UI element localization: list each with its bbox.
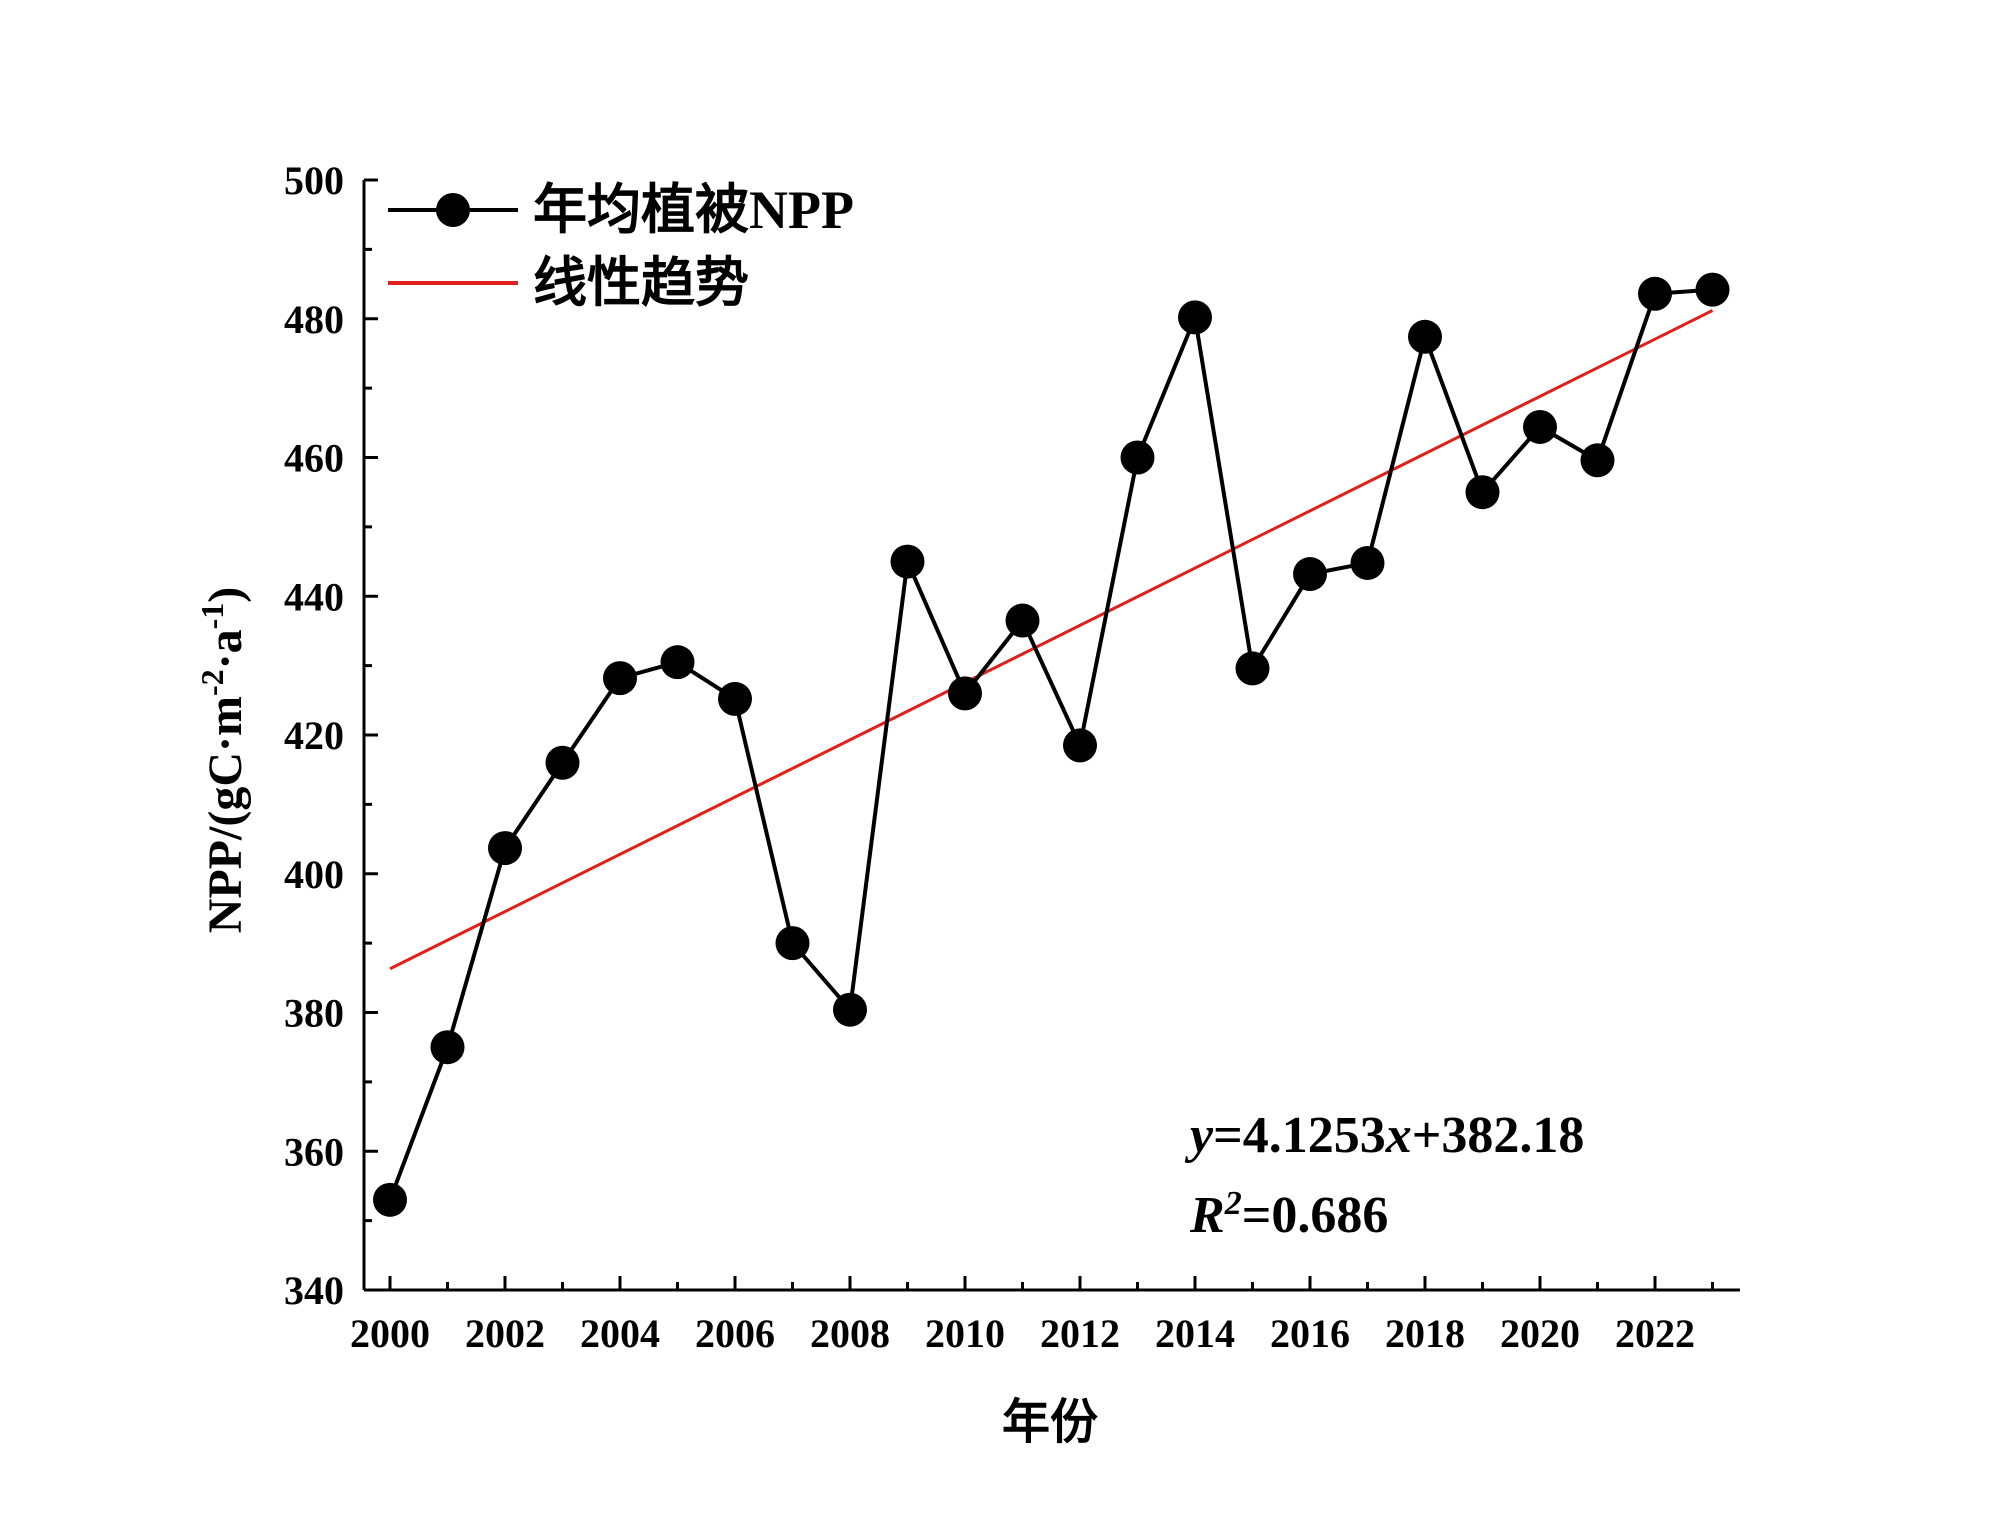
legend-trend-label: 线性趋势 [533, 253, 749, 313]
npp-point-2023 [1695, 272, 1730, 307]
x-tick-label: 2008 [810, 1311, 890, 1356]
y-tick-label: 480 [284, 297, 344, 342]
y-tick-label: 340 [284, 1268, 344, 1313]
regression-equation: y=4.1253x+382.18 [1184, 1107, 1584, 1164]
npp-point-2016 [1293, 557, 1327, 592]
npp-point-2009 [890, 544, 925, 579]
npp-point-2021 [1580, 443, 1615, 478]
x-tick-label: 2016 [1270, 1311, 1350, 1356]
x-tick-label: 2006 [695, 1311, 775, 1356]
x-axis-ticks: 2000 2002 2004 2006 2008 2010 2012 2014 2016 2018… [350, 1276, 1714, 1356]
npp-point-2014 [1178, 300, 1212, 335]
npp-point-2015 [1235, 651, 1270, 686]
npp-point-2000 [373, 1182, 407, 1217]
x-tick-label: 2022 [1615, 1311, 1695, 1356]
npp-point-2005 [660, 645, 695, 680]
npp-point-2019 [1465, 475, 1500, 510]
npp-point-2022 [1638, 276, 1672, 311]
npp-point-2008 [833, 992, 867, 1027]
y-tick-label: 380 [284, 991, 344, 1036]
y-tick-label: 360 [284, 1129, 344, 1174]
x-tick-label: 2018 [1385, 1311, 1465, 1356]
y-axis-title: NPP/(gC·m-2·a-1) [194, 587, 252, 934]
trend-line [389, 309, 1714, 971]
npp-point-2010 [948, 676, 982, 711]
npp-point-2006 [718, 681, 752, 716]
npp-point-2002 [488, 831, 522, 866]
y-tick-label: 420 [284, 713, 344, 758]
y-tick-label: 400 [284, 852, 344, 897]
npp-series-line [388, 287, 1713, 1201]
y-tick-label: 440 [284, 574, 344, 619]
npp-point-2013 [1120, 440, 1155, 475]
npp-point-2020 [1523, 409, 1557, 444]
x-tick-label: 2000 [350, 1311, 430, 1356]
npp-point-2007 [775, 926, 810, 961]
npp-points [373, 272, 1730, 1217]
x-tick-label: 2004 [580, 1311, 660, 1356]
y-axis-ticks: 340 360 380 400 420 440 460 480 500 [284, 158, 378, 1313]
x-tick-label: 2010 [925, 1311, 1005, 1356]
npp-point-2018 [1408, 319, 1442, 354]
legend: 年均植被NPP 线性趋势 [388, 180, 854, 313]
x-tick-label: 2020 [1500, 1311, 1580, 1356]
r-squared: R2=0.686 [1189, 1185, 1388, 1245]
legend-npp-swatch-marker [436, 193, 470, 227]
npp-point-2011 [1005, 603, 1040, 638]
y-tick-label: 460 [284, 436, 344, 481]
y-tick-label: 500 [284, 158, 344, 203]
npp-point-2017 [1350, 545, 1385, 580]
npp-point-2012 [1063, 728, 1097, 763]
npp-point-2003 [545, 745, 580, 780]
x-tick-label: 2012 [1040, 1311, 1120, 1356]
npp-point-2004 [603, 661, 637, 696]
x-tick-label: 2002 [465, 1311, 545, 1356]
x-tick-label: 2014 [1155, 1311, 1235, 1356]
legend-npp-label: 年均植被NPP [533, 180, 854, 240]
npp-point-2001 [430, 1030, 465, 1065]
x-axis-title: 年份 [1002, 1396, 1098, 1449]
